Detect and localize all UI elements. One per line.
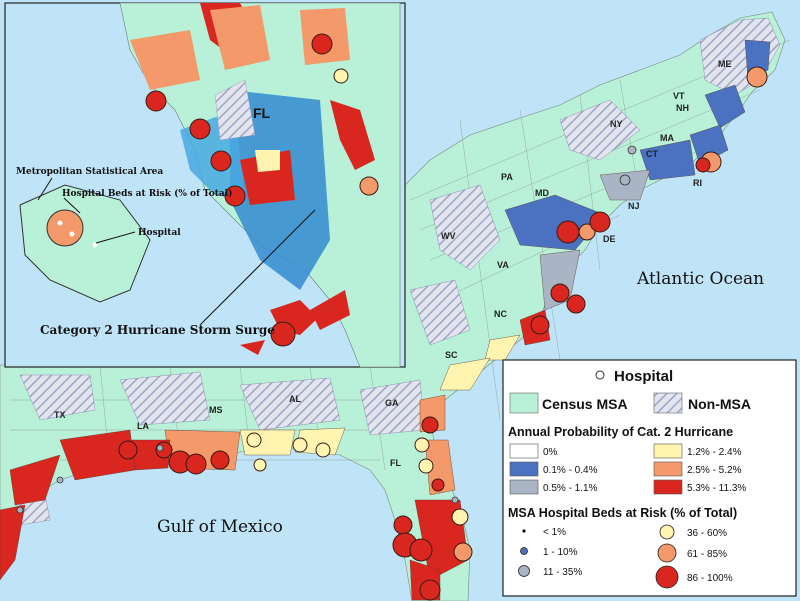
hospital-small-markers [16, 145, 637, 514]
state-label-ga: GA [385, 398, 399, 408]
legend-beds-symbol-2 [520, 547, 528, 555]
legend-beds-symbol-3 [518, 565, 530, 577]
legend-beds-symbol-1 [522, 529, 526, 533]
state-label-ma: MA [660, 133, 674, 143]
legend-beds-title: MSA Hospital Beds at Risk (% of Total) [508, 506, 737, 520]
state-label-ct: CT [646, 149, 658, 159]
state-label-nh: NH [676, 103, 689, 113]
state-labels: ME VT NH NY MA CT RI PA MD NJ DE WV VA N… [54, 59, 732, 468]
state-label-de: DE [603, 234, 616, 244]
state-label-ny: NY [610, 119, 623, 129]
legend-probability-class-5: 2.5% - 5.2% [687, 465, 742, 476]
legend-beds-class-5: 61 - 85% [687, 549, 727, 560]
callout-beds: Hospital Beds at Risk (% of Total) [62, 188, 232, 199]
legend: Hospital Census MSA Non-MSA Annual Proba… [502, 359, 797, 597]
state-label-pa: PA [501, 172, 513, 182]
legend-non-msa-swatch [653, 392, 683, 414]
legend-beds-symbol-6 [655, 565, 679, 589]
state-label-vt: VT [673, 91, 685, 101]
inset-msa-example [19, 184, 151, 303]
callout-surge: Category 2 Hurricane Storm Surge [40, 323, 275, 337]
state-label-al: AL [289, 394, 301, 404]
state-label-nj: NJ [628, 201, 640, 211]
legend-probability-class-4: 1.2% - 2.4% [687, 447, 742, 458]
state-label-fl: FL [390, 458, 401, 468]
state-label-tx: TX [54, 410, 66, 420]
legend-beds-symbol-5 [657, 543, 677, 563]
ocean-label-gulf: Gulf of Mexico [157, 517, 283, 537]
state-label-la: LA [137, 421, 149, 431]
state-label-ri: RI [693, 178, 702, 188]
state-label-md: MD [535, 188, 549, 198]
inset-state-label: FL [253, 105, 271, 121]
state-label-me: ME [718, 59, 732, 69]
state-label-va: VA [497, 260, 509, 270]
ocean-label-atlantic: Atlantic Ocean [636, 269, 764, 289]
state-label-nc: NC [494, 309, 507, 319]
legend-census-msa-label: Census MSA [542, 396, 628, 412]
legend-beds-class-4: 36 - 60% [687, 528, 727, 539]
state-label-ms: MS [209, 405, 223, 415]
legend-census-msa-swatch [509, 392, 539, 414]
legend-probability-class-6: 5.3% - 11.3% [687, 483, 746, 494]
legend-non-msa-label: Non-MSA [688, 396, 751, 412]
legend-hospital-label: Hospital [614, 368, 673, 385]
legend-probability-title: Annual Probability of Cat. 2 Hurricane [508, 425, 733, 439]
inset-beds-example [46, 209, 84, 247]
callout-hospital: Hospital [138, 228, 181, 238]
state-label-wv: WV [441, 231, 456, 241]
callout-msa: Metropolitan Statistical Area [16, 167, 163, 177]
legend-beds-class-3: 11 - 35% [543, 567, 582, 578]
legend-beds-class-1: < 1% [543, 527, 566, 538]
legend-probability-class-2: 0.1% - 0.4% [543, 465, 598, 476]
legend-probability-class-3: 0.5% - 1.1% [543, 483, 598, 494]
legend-beds-class-6: 86 - 100% [687, 573, 733, 584]
legend-probability-class-1: 0% [543, 447, 558, 458]
legend-beds-symbol-4 [659, 524, 675, 540]
legend-hospital-icon [595, 370, 605, 380]
hospital-bed-markers [118, 66, 768, 601]
legend-beds-class-2: 1 - 10% [543, 547, 578, 558]
state-label-sc: SC [445, 350, 458, 360]
florida-inset: FL Metropolitan Statistical Area Hospita… [4, 2, 406, 368]
